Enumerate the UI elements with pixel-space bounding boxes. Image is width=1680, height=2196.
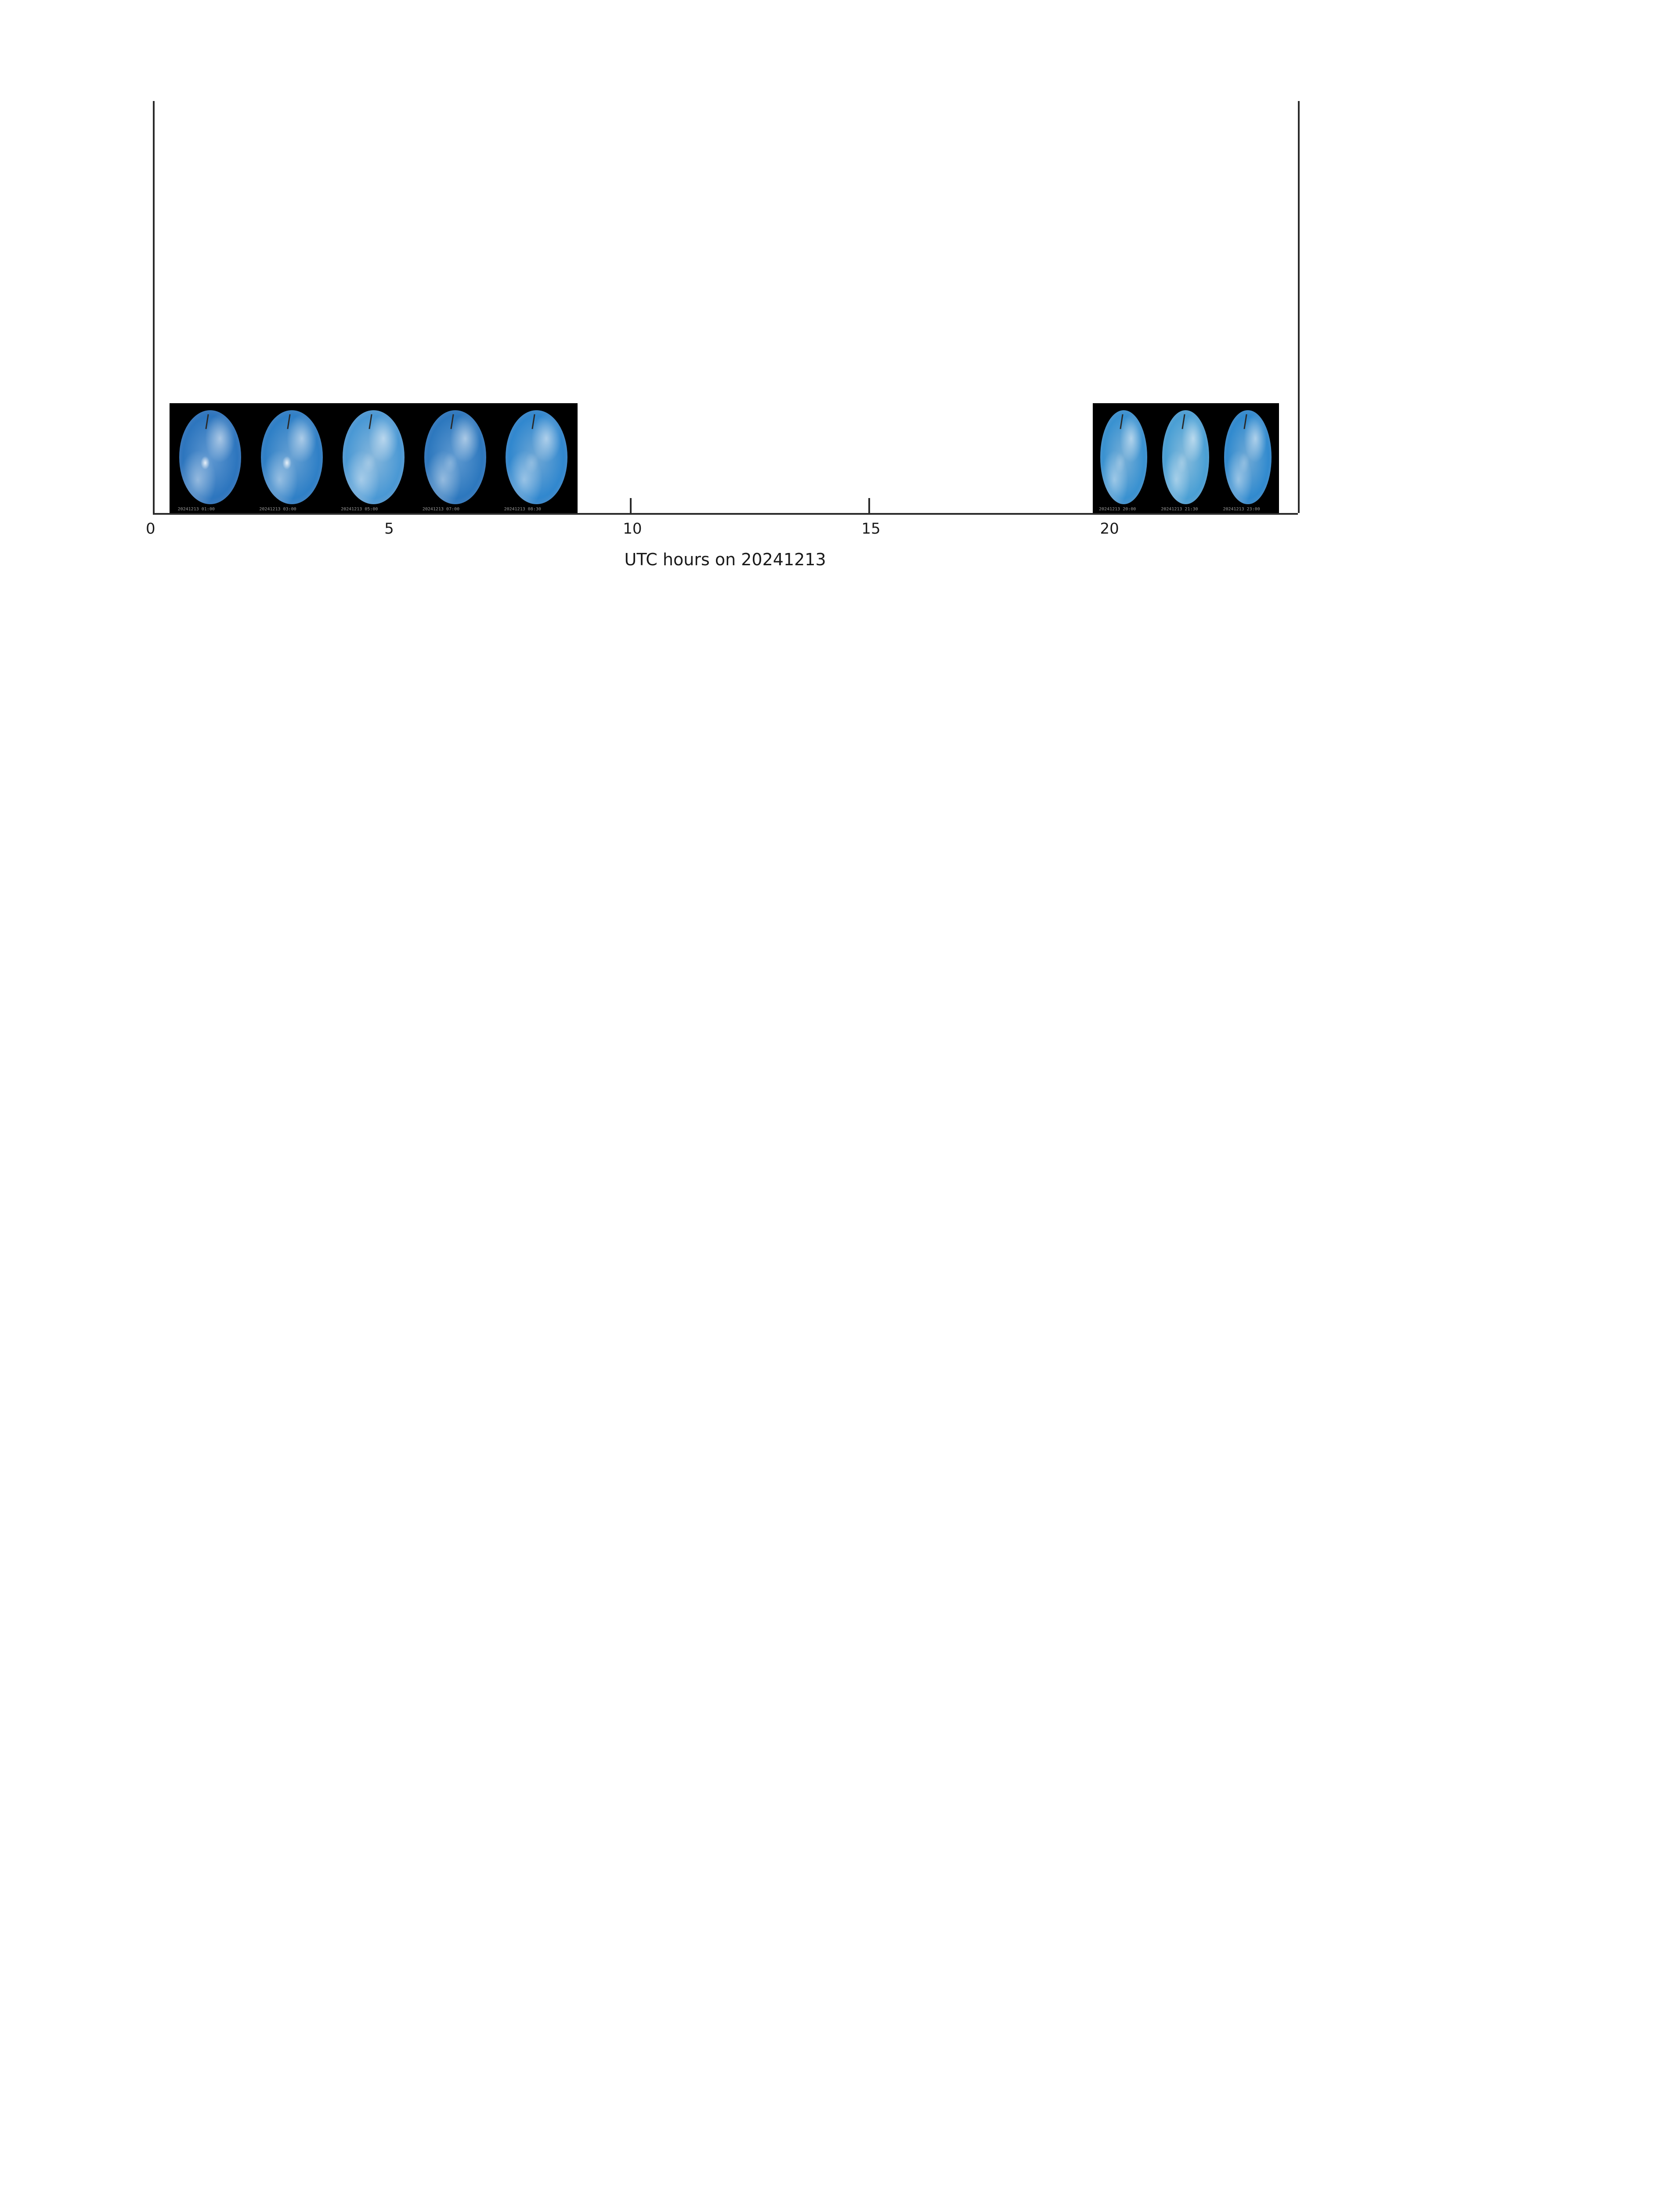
sky-image xyxy=(1162,410,1210,504)
x-tick-label: 10 xyxy=(623,520,642,538)
sky-image-timestamp: 20241213 07:00 xyxy=(422,507,460,512)
sky-image xyxy=(506,410,568,504)
tsi-image-strip: 20241213 20:00 20241213 21:30 20241213 23:… xyxy=(1092,403,1279,513)
camera-arm-shadow xyxy=(287,414,291,429)
camera-arm-shadow xyxy=(531,414,536,429)
x-tick xyxy=(630,498,632,513)
x-tick xyxy=(868,498,871,513)
camera-arm-shadow xyxy=(369,414,372,429)
x-tick-label: 5 xyxy=(384,520,394,538)
x-tick-label: 15 xyxy=(861,520,881,538)
sky-image-timestamp: 20241213 05:00 xyxy=(341,507,378,512)
sky-image-timestamp: 20241213 03:00 xyxy=(259,507,296,512)
sky-image xyxy=(424,410,486,504)
tsi-image-strip: 20241213 01:00 20241213 03:00 20241213 05:… xyxy=(170,403,578,513)
camera-arm-shadow xyxy=(1120,414,1124,429)
sky-image xyxy=(261,410,323,504)
x-axis xyxy=(153,513,1298,515)
panel-tsi-images: 0 5 10 15 20 UTC hours on 20241213 20241213 01… xyxy=(0,101,1680,2196)
y-axis-right xyxy=(1298,101,1300,513)
sky-image-timestamp: 20241213 20:00 xyxy=(1099,507,1136,512)
sky-image xyxy=(179,410,242,504)
sky-image xyxy=(342,410,405,504)
camera-arm-shadow xyxy=(205,414,210,429)
sky-image-timestamp: 20241213 21:30 xyxy=(1161,507,1198,512)
sky-image-timestamp: 20241213 23:00 xyxy=(1223,507,1260,512)
x-axis-title: UTC hours on 20241213 xyxy=(624,550,826,569)
x-tick-label: 20 xyxy=(1100,520,1119,538)
camera-arm-shadow xyxy=(1243,414,1248,429)
x-tick xyxy=(153,498,155,513)
sky-image-timestamp: 20241213 08:30 xyxy=(504,507,541,512)
x-tick-label: 0 xyxy=(146,520,155,538)
y-axis-left xyxy=(153,101,155,513)
sky-image xyxy=(1100,410,1148,504)
camera-arm-shadow xyxy=(1181,414,1185,429)
camera-arm-shadow xyxy=(450,414,454,429)
sky-image xyxy=(1224,410,1272,504)
sky-image-timestamp: 20241213 01:00 xyxy=(177,507,215,512)
